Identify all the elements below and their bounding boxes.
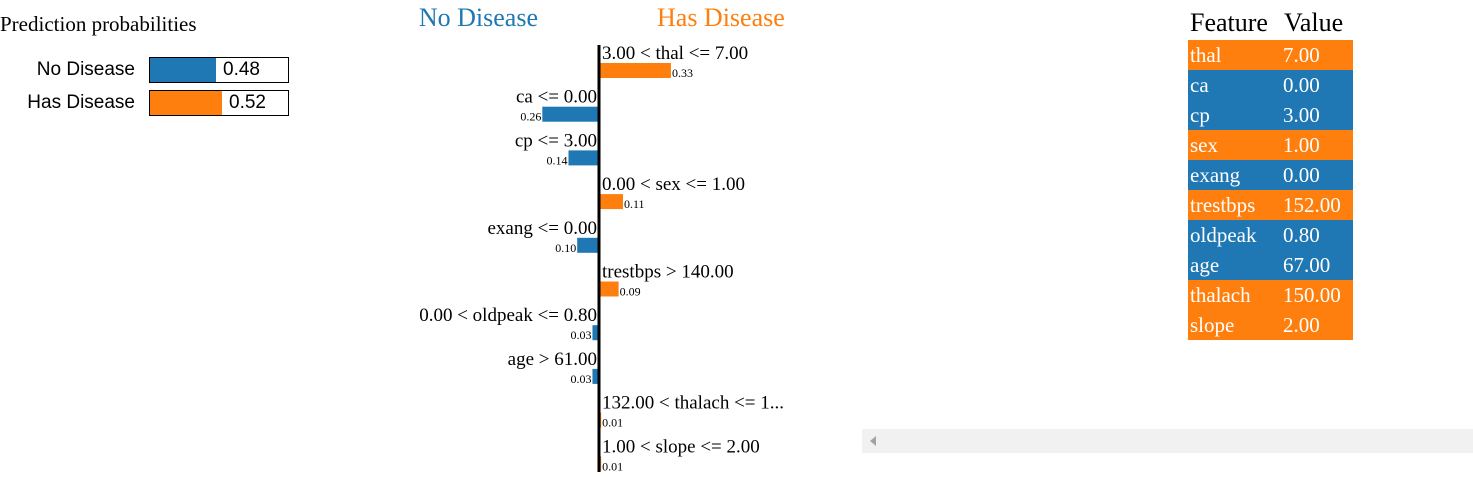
- contribution-value-label: 0.03: [570, 328, 591, 342]
- contribution-bar: [599, 281, 619, 297]
- feature-condition-label: trestbps > 140.00: [602, 262, 734, 283]
- feature-name: ca: [1190, 73, 1209, 97]
- contribution-value-label: 0.01: [602, 416, 623, 430]
- right-class-title: Has Disease: [657, 3, 785, 32]
- feature-value: 0.00: [1283, 163, 1320, 187]
- contribution-value-label: 0.01: [602, 459, 623, 473]
- feature-name: slope: [1190, 313, 1235, 337]
- contribution-bar: [542, 106, 599, 122]
- header-feature: Feature: [1190, 8, 1268, 37]
- contribution-value-label: 0.14: [546, 153, 567, 167]
- table-header: Feature Value: [1188, 6, 1353, 40]
- contribution-bar: [577, 237, 599, 253]
- feature-value: 0.80: [1283, 223, 1320, 247]
- feature-condition-label: 0.00 < oldpeak <= 0.80: [419, 305, 597, 326]
- table-row: sex 1.00: [1188, 130, 1353, 160]
- probability-bar-fill: [150, 58, 216, 82]
- contribution-bar: [592, 368, 599, 384]
- contribution-value-label: 0.33: [672, 66, 693, 80]
- feature-condition-label: exang <= 0.00: [487, 218, 597, 239]
- probability-value: 0.52: [229, 92, 266, 113]
- contribution-bar: [592, 325, 599, 341]
- contribution-bar: [599, 63, 671, 78]
- feature-value: 152.00: [1283, 193, 1341, 217]
- table-row: cp 3.00: [1188, 100, 1353, 130]
- probability-value: 0.48: [223, 59, 260, 80]
- feature-name: cp: [1190, 103, 1210, 127]
- contribution-value-label: 0.11: [624, 197, 645, 211]
- feature-value: 7.00: [1283, 43, 1320, 67]
- feature-value: 2.00: [1283, 313, 1320, 337]
- table-row: oldpeak 0.80: [1188, 220, 1353, 250]
- feature-contribution-chart: No Disease Has Disease 3.00 < thal <= 7.…: [419, 3, 785, 473]
- table-row: exang 0.00: [1188, 160, 1353, 190]
- feature-name: sex: [1190, 133, 1218, 157]
- left-class-title: No Disease: [419, 3, 538, 32]
- probability-bar-fill: [150, 91, 222, 115]
- contribution-bar: [599, 194, 623, 210]
- contribution-value-label: 0.09: [620, 285, 641, 299]
- table-row: ca 0.00: [1188, 70, 1353, 100]
- probability-bar-frame: 0.52: [149, 90, 289, 116]
- scroll-left-arrow-icon[interactable]: [870, 436, 876, 446]
- horizontal-scrollbar[interactable]: [862, 429, 1473, 453]
- prediction-probabilities-title: Prediction probabilities: [0, 12, 197, 36]
- header-value: Value: [1284, 8, 1344, 37]
- contribution-bars: 3.00 < thal <= 7.00 0.33 ca <= 0.00 0.26 cp …: [419, 43, 784, 473]
- contribution-value-label: 0.26: [520, 110, 541, 124]
- feature-condition-label: 0.00 < sex <= 1.00: [602, 174, 745, 195]
- table-row: slope 2.00: [1188, 310, 1353, 340]
- contribution-bar: [568, 150, 599, 166]
- probability-label: No Disease: [36, 59, 135, 80]
- feature-name: exang: [1190, 163, 1241, 187]
- contribution-value-label: 0.03: [570, 372, 591, 386]
- feature-name: thal: [1190, 43, 1222, 67]
- feature-name: trestbps: [1190, 193, 1256, 217]
- probability-row-no-disease: No Disease 0.48: [0, 57, 300, 83]
- feature-condition-label: cp <= 3.00: [515, 130, 597, 151]
- feature-condition-label: age > 61.00: [508, 349, 597, 370]
- probability-bar-frame: 0.48: [149, 57, 289, 83]
- probability-label: Has Disease: [27, 92, 135, 113]
- feature-value: 67.00: [1283, 253, 1331, 277]
- table-row: thal 7.00: [1188, 40, 1353, 70]
- feature-value: 3.00: [1283, 103, 1320, 127]
- feature-condition-label: 1.00 < slope <= 2.00: [602, 436, 760, 457]
- table-row: age 67.00: [1188, 250, 1353, 280]
- feature-condition-label: 3.00 < thal <= 7.00: [602, 43, 748, 64]
- feature-value: 1.00: [1283, 133, 1320, 157]
- table-row: thalach 150.00: [1188, 280, 1353, 310]
- feature-condition-label: ca <= 0.00: [516, 87, 597, 108]
- feature-value-table: Feature Value thal 7.00 ca 0.00 cp 3.00 sex 1.0…: [1188, 6, 1353, 340]
- feature-value: 150.00: [1283, 283, 1341, 307]
- feature-value: 0.00: [1283, 73, 1320, 97]
- probability-row-has-disease: Has Disease 0.52: [0, 90, 300, 116]
- feature-name: oldpeak: [1190, 223, 1257, 247]
- feature-name: age: [1190, 253, 1220, 277]
- contribution-value-label: 0.10: [555, 241, 576, 255]
- feature-condition-label: 132.00 < thalach <= 1...: [602, 393, 784, 414]
- feature-name: thalach: [1190, 283, 1251, 307]
- table-row: trestbps 152.00: [1188, 190, 1353, 220]
